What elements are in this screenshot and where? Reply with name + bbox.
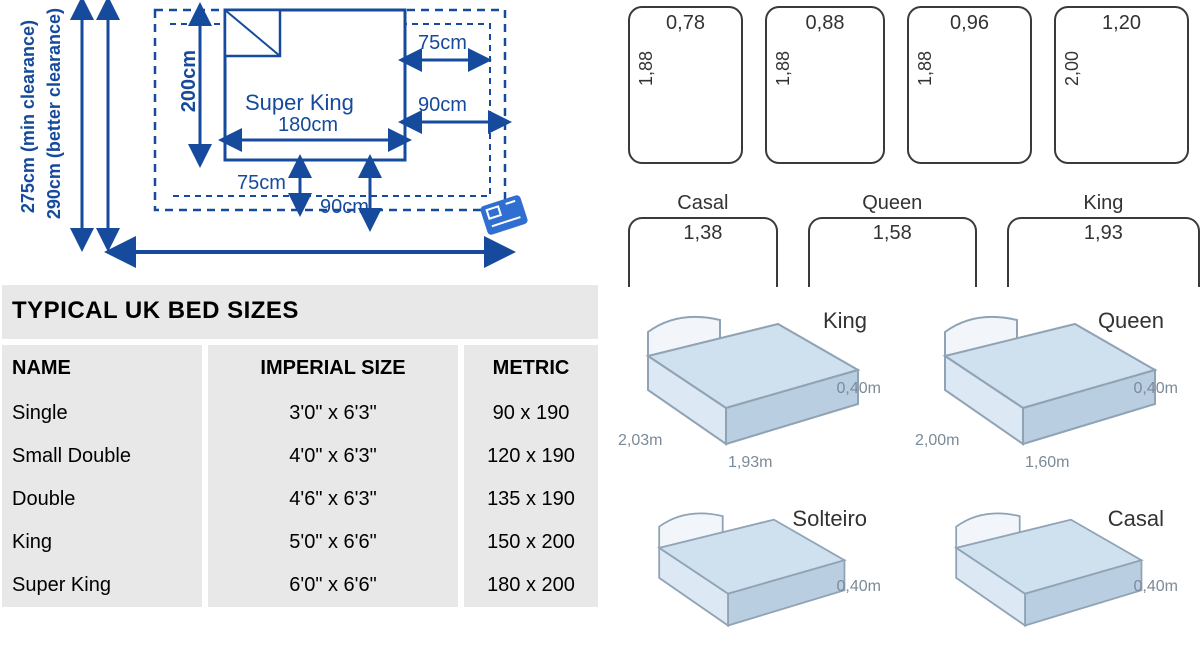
dim-height: 0,40m xyxy=(1134,578,1178,596)
outline-name: Queen xyxy=(808,192,977,215)
table-row: Super King 6'0" x 6'6" 180 x 200 xyxy=(2,564,598,607)
outline-width: 0,96 xyxy=(950,12,989,35)
iso-bed: Queen 0,40m 2,00m 1,60m xyxy=(905,304,1192,494)
cell-imperial: 4'0" x 6'3" xyxy=(289,445,376,467)
cell-name: Single xyxy=(12,402,68,424)
cell-imperial: 3'0" x 6'3" xyxy=(289,402,376,424)
outline-card: 0,78 1,88 xyxy=(628,6,743,164)
bed-title: Super King xyxy=(245,90,354,116)
table-title: TYPICAL UK BED SIZES xyxy=(12,297,299,324)
outline-width: 0,88 xyxy=(806,12,845,35)
blueprint-icon xyxy=(475,192,533,238)
cell-name: King xyxy=(12,531,52,553)
cell-imperial: 6'0" x 6'6" xyxy=(289,574,376,596)
outline-grid: 0,78 1,88 0,88 1,88 0,96 1,88 1,20 2,00 Casal 1,… xyxy=(610,6,1200,306)
table-row: King 5'0" x 6'6" 150 x 200 xyxy=(2,521,598,564)
bed-name-label: Casal xyxy=(1108,506,1164,532)
bed-name-label: Solteiro xyxy=(792,506,867,532)
cell-metric: 150 x 200 xyxy=(487,531,575,553)
iso-bed: Casal 0,40m xyxy=(905,502,1192,672)
outline-height: 1,88 xyxy=(773,51,794,86)
cell-metric: 90 x 190 xyxy=(493,402,570,424)
bed-height-label: 200cm xyxy=(178,50,201,112)
outline-card: 1,20 2,00 xyxy=(1054,6,1189,164)
outline-card: 0,88 1,88 xyxy=(765,6,885,164)
bed-name-label: Queen xyxy=(1098,308,1164,334)
dim-length: 2,00m xyxy=(915,432,959,450)
bottom-gap-90: 90cm xyxy=(320,196,369,219)
diagram-svg xyxy=(0,0,570,280)
table-header-metric: METRIC xyxy=(493,357,570,379)
outline-height: 2,00 xyxy=(1062,51,1083,86)
isometric-beds: King 0,40m 2,03m 1,93m Queen 0,40m 2,00m 1,60m S… xyxy=(600,300,1200,672)
outline-name: King xyxy=(1007,192,1200,215)
outline-card: Casal 1,38 xyxy=(628,192,778,287)
outline-card: King 1,93 xyxy=(1007,192,1200,287)
iso-bed: Solteiro 0,40m xyxy=(608,502,895,672)
clearance-diagram: 275cm (min clearance) 290cm (better clea… xyxy=(0,0,570,280)
table-row: Single 3'0" x 6'3" 90 x 190 xyxy=(2,392,598,435)
dim-height: 0,40m xyxy=(837,380,881,398)
cell-metric: 180 x 200 xyxy=(487,574,575,596)
outline-width: 1,20 xyxy=(1102,12,1141,35)
cell-metric: 135 x 190 xyxy=(487,488,575,510)
side-gap-90: 90cm xyxy=(418,94,467,117)
outline-card: Queen 1,58 xyxy=(808,192,977,287)
outline-height: 1,88 xyxy=(636,51,657,86)
cell-name: Small Double xyxy=(12,445,131,467)
bed-width-label: 180cm xyxy=(278,114,338,137)
uk-bed-sizes-table: TYPICAL UK BED SIZES NAME IMPERIAL SIZE … xyxy=(2,285,598,607)
table-header-imperial: IMPERIAL SIZE xyxy=(260,357,405,379)
table-row: Small Double 4'0" x 6'3" 120 x 190 xyxy=(2,435,598,478)
outline-name: Casal xyxy=(628,192,778,215)
cell-name: Double xyxy=(12,488,75,510)
side-gap-75: 75cm xyxy=(418,32,467,55)
dim-height: 0,40m xyxy=(1134,380,1178,398)
outline-card: 0,96 1,88 xyxy=(907,6,1032,164)
outline-width: 0,78 xyxy=(666,12,705,35)
cell-imperial: 4'6" x 6'3" xyxy=(289,488,376,510)
table-row: Double 4'6" x 6'3" 135 x 190 xyxy=(2,478,598,521)
outline-width: 1,93 xyxy=(1084,222,1123,245)
bed-name-label: King xyxy=(823,308,867,334)
dim-width: 1,60m xyxy=(1025,454,1069,472)
cell-imperial: 5'0" x 6'6" xyxy=(289,531,376,553)
table-header-name: NAME xyxy=(12,357,71,379)
cell-name: Super King xyxy=(12,574,111,596)
dim-width: 1,93m xyxy=(728,454,772,472)
iso-bed: King 0,40m 2,03m 1,93m xyxy=(608,304,895,494)
dim-length: 2,03m xyxy=(618,432,662,450)
dim-height: 0,40m xyxy=(837,578,881,596)
outline-width: 1,38 xyxy=(683,222,722,245)
bottom-gap-75: 75cm xyxy=(237,172,286,195)
outline-width: 1,58 xyxy=(873,222,912,245)
outline-height: 1,88 xyxy=(915,51,936,86)
cell-metric: 120 x 190 xyxy=(487,445,575,467)
